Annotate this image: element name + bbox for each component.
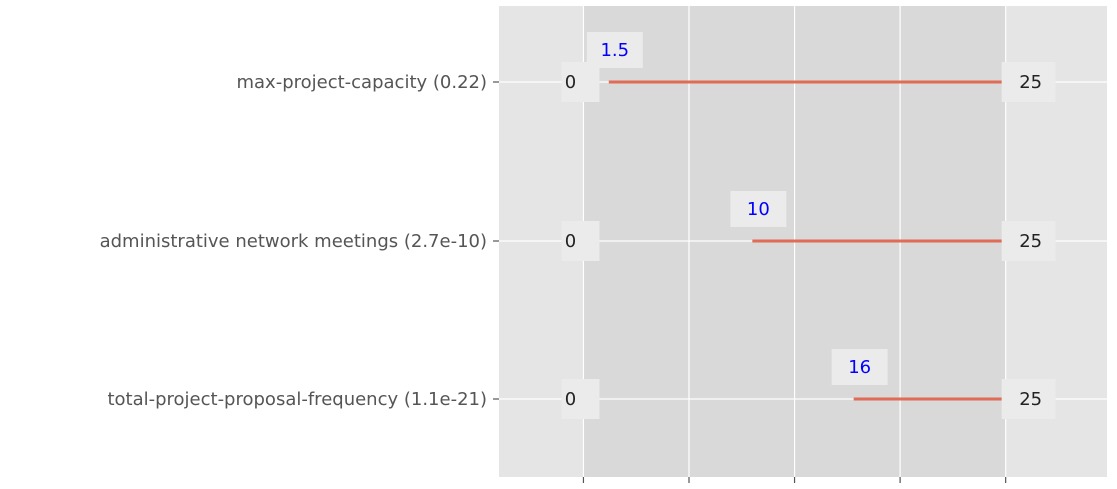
y-tick-label: max-project-capacity (0.22) (236, 72, 487, 93)
high-label-box (1001, 379, 1056, 419)
low-label-box (561, 379, 600, 419)
start-value-label: 1.5 (600, 40, 629, 61)
x-ticks (582, 477, 1007, 483)
start-value-label: 10 (747, 199, 770, 220)
chart-row: max-project-capacity (0.22) 0 25 1.5 (236, 32, 1107, 102)
high-label-box (1001, 62, 1056, 102)
high-label: 25 (1019, 389, 1042, 410)
chart-rows: max-project-capacity (0.22) 0 25 1.5 adminis… (100, 32, 1107, 419)
start-label-box (586, 32, 643, 68)
low-label: 0 (565, 231, 576, 252)
low-label: 0 (565, 72, 576, 93)
high-label: 25 (1019, 231, 1042, 252)
low-label-box (561, 62, 600, 102)
chart-row: total-project-proposal-frequency (1.1e-2… (107, 349, 1107, 419)
chart-row: administrative network meetings (2.7e-10… (100, 191, 1107, 261)
start-label-box (831, 349, 888, 385)
low-label-box (561, 221, 600, 261)
high-label-box (1001, 221, 1056, 261)
y-tick-label: total-project-proposal-frequency (1.1e-2… (107, 389, 487, 410)
start-value-label: 16 (848, 357, 871, 378)
high-label: 25 (1019, 72, 1042, 93)
y-tick-label: administrative network meetings (2.7e-10… (100, 231, 487, 252)
low-label: 0 (565, 389, 576, 410)
start-label-box (730, 191, 787, 227)
